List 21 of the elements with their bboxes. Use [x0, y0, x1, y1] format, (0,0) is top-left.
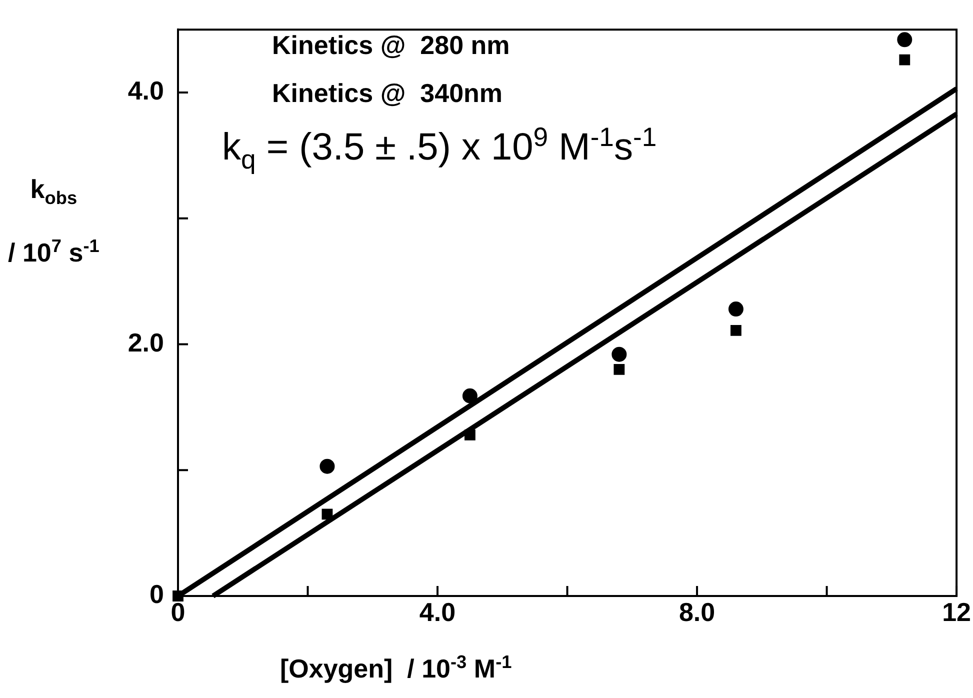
x-tick-label: 4.0 — [419, 596, 456, 627]
point — [614, 364, 625, 375]
point — [462, 388, 478, 404]
point — [897, 32, 912, 48]
point — [322, 508, 333, 520]
point — [899, 54, 910, 66]
text: k$_{obs}$ / 10$^{7}$ s$^{-1}$ — [8, 174, 100, 268]
x-tick-label: 0 — [170, 596, 186, 627]
y-tick-label: 4.0 — [128, 76, 164, 106]
y-tick-label: 2.0 — [128, 327, 164, 358]
annotation: Kinetics @ 340nm — [272, 78, 503, 109]
point — [730, 324, 742, 336]
x-tick-label: 12 — [942, 596, 971, 627]
point — [612, 346, 627, 362]
x-tick-label: 8.0 — [678, 596, 716, 627]
point — [728, 302, 744, 317]
point — [320, 458, 335, 474]
x-axis-title: [Oxygen] / 10$^{-3}$ M$^{-1}$ — [280, 652, 512, 685]
annotation: k$_{q}$ = (3.5 ± .5) x 10$^{9}$ M$^{-1}$s$^{-1}$ — [222, 122, 657, 176]
point — [464, 429, 476, 440]
annotation: Kinetics @ 280 nm — [272, 30, 510, 61]
